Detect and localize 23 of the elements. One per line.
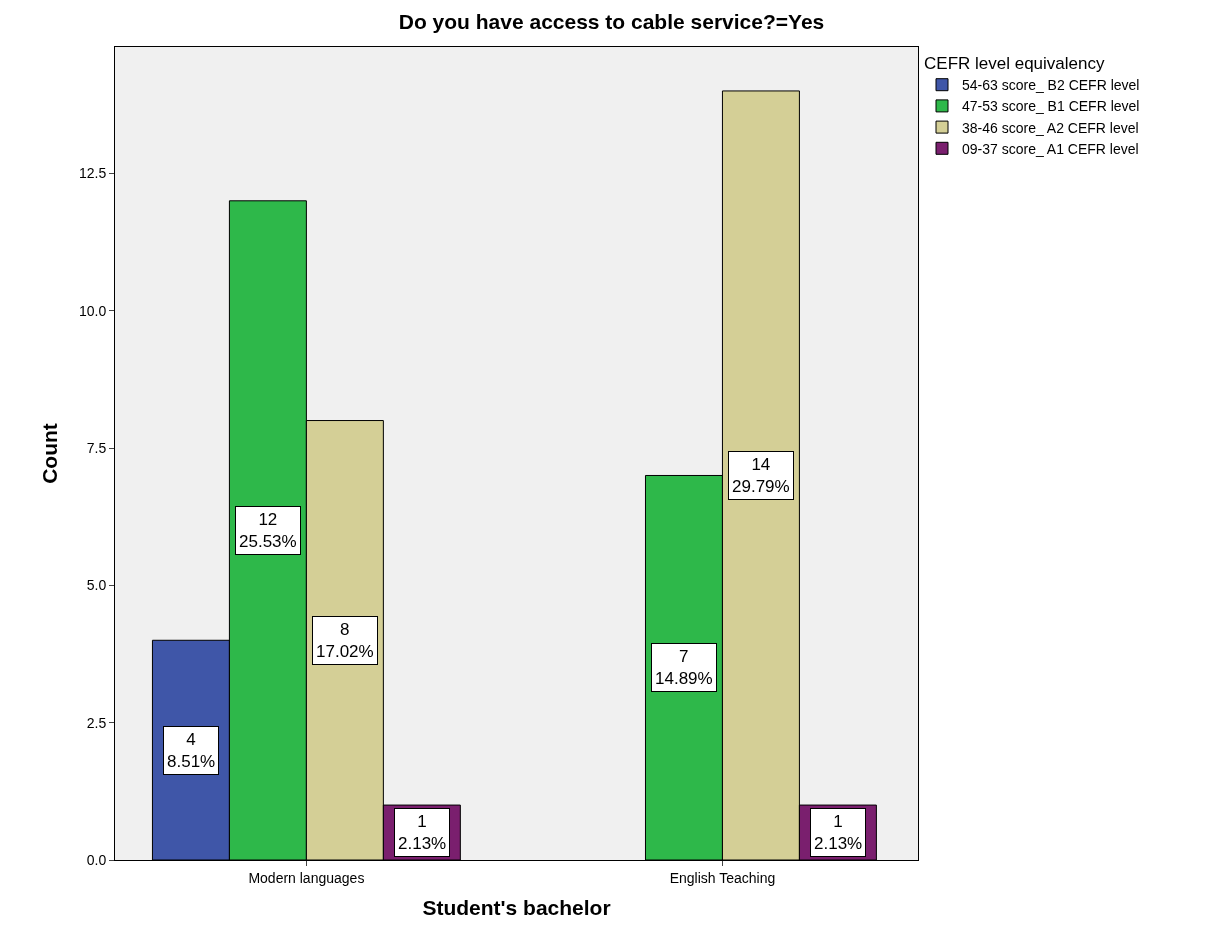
y-tick-label: 5.0 [86, 577, 107, 594]
legend-title: CEFR level equivalency [924, 54, 1105, 74]
data-label: 4 8.51% [167, 730, 216, 772]
data-label: 8 17.02% [316, 620, 374, 662]
legend-label: 38-46 score_ A2 CEFR level [962, 119, 1139, 136]
x-tick-label: English Teaching [669, 869, 776, 886]
y-tick-label: 2.5 [86, 714, 107, 731]
y-tick-label: 10.0 [78, 302, 107, 319]
data-label: 14 29.79% [732, 455, 790, 497]
legend-label: 54-63 score_ B2 CEFR level [962, 77, 1140, 94]
legend-label: 09-37 score_ A1 CEFR level [962, 140, 1139, 157]
legend-label: 47-53 score_ B1 CEFR level [962, 98, 1140, 115]
data-label: 1 2.13% [398, 812, 447, 854]
data-label: 7 14.89% [655, 647, 713, 689]
chart-title: Do you have access to cable service?=Yes [398, 9, 825, 33]
x-tick-label: Modern languages [248, 869, 365, 886]
data-label: 1 2.13% [814, 812, 863, 854]
y-tick-label: 12.5 [78, 165, 107, 182]
y-tick-label: 0.0 [86, 851, 107, 868]
data-label: 12 25.53% [239, 510, 297, 552]
y-axis-title: Count [38, 423, 62, 484]
y-tick-label: 7.5 [86, 439, 107, 456]
x-axis-title: Student's bachelor [422, 896, 611, 919]
